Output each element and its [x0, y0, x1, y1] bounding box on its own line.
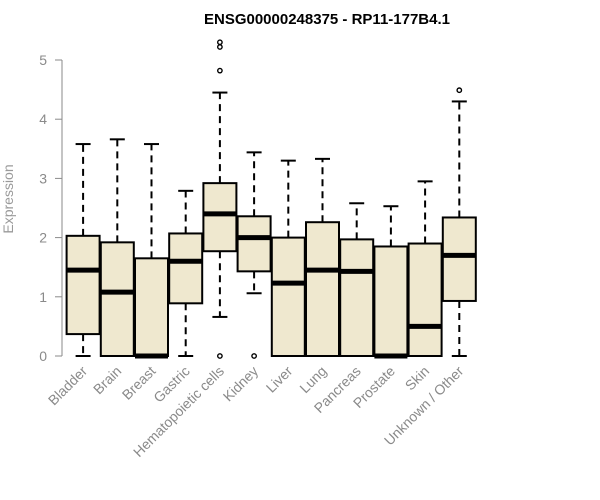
y-tick-label: 0: [39, 348, 47, 364]
box-skin: [407, 180, 443, 358]
box-rect: [373, 245, 409, 357]
outlier-point: [456, 87, 463, 94]
box-rect: [236, 215, 272, 273]
box-rect: [441, 216, 477, 302]
box-hematopoietic-cells: [202, 39, 238, 359]
y-tick-label: 5: [39, 52, 47, 68]
box-rect: [305, 221, 340, 357]
outlier-point: [216, 39, 223, 46]
box-rect: [339, 238, 375, 358]
box-bladder: [65, 143, 101, 357]
box-rect: [99, 241, 135, 357]
box-prostate: [373, 205, 409, 359]
y-tick-label: 1: [39, 289, 47, 305]
y-tick-label: 4: [39, 111, 47, 127]
box-brain: [99, 138, 135, 357]
x-tick-label: Kidney: [220, 363, 262, 405]
box-rect: [270, 236, 306, 358]
outlier-point: [216, 67, 223, 74]
outlier-point: [216, 44, 223, 50]
x-tick-label: Liver: [263, 363, 296, 396]
box-rect: [407, 242, 443, 358]
box-breast: [134, 143, 169, 359]
outlier-point: [251, 353, 258, 359]
outlier-point: [216, 353, 223, 359]
chart-title: ENSG00000248375 - RP11-177B4.1: [204, 11, 450, 28]
box-pancreas: [339, 202, 375, 358]
box-lung: [305, 157, 340, 357]
box-rect: [202, 182, 238, 253]
box-rect: [65, 234, 101, 336]
y-axis-label: Expression: [0, 164, 16, 233]
y-tick-label: 2: [39, 230, 47, 246]
box-rect: [134, 257, 169, 358]
y-axis: 0 1 2 3 4 5: [39, 52, 63, 364]
boxes-layer: [65, 39, 477, 359]
box-gastric: [168, 189, 204, 357]
box-unknown-other: [441, 87, 477, 357]
box-kidney: [236, 151, 272, 359]
y-tick-label: 3: [39, 170, 47, 186]
x-tick-label: Bladder: [45, 363, 91, 409]
box-rect: [168, 232, 204, 305]
x-tick-label: Skin: [402, 363, 433, 394]
box-liver: [270, 159, 306, 358]
